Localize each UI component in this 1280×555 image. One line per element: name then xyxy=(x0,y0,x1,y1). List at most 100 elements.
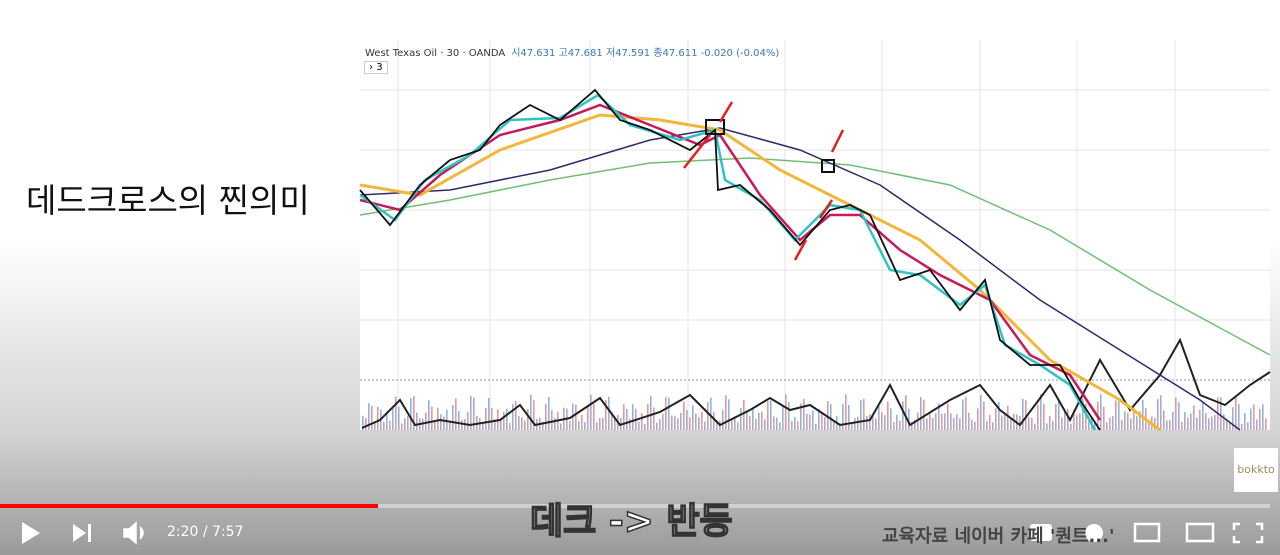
volume-bar xyxy=(602,417,604,430)
volume-bar xyxy=(674,416,676,430)
volume-bar xyxy=(1043,403,1045,430)
volume-bar xyxy=(590,394,592,430)
volume-bar xyxy=(494,419,496,430)
volume-bar xyxy=(785,394,787,430)
volume-bar xyxy=(695,413,697,430)
volume-bar xyxy=(1100,394,1102,430)
cc-button[interactable] xyxy=(1030,524,1052,541)
volume-bar xyxy=(1256,419,1258,430)
volume-bar xyxy=(1130,418,1132,430)
volume-bar xyxy=(1058,401,1060,430)
volume-bar xyxy=(587,406,589,430)
volume-bar xyxy=(362,415,364,430)
volume-bar xyxy=(1046,423,1048,430)
volume-bar xyxy=(437,407,439,430)
volume-button[interactable] xyxy=(123,521,144,545)
volume-bar xyxy=(683,401,685,430)
volume-bar xyxy=(1088,421,1090,430)
volume-bar xyxy=(974,421,976,430)
volume-bar xyxy=(710,397,712,430)
volume-bar xyxy=(1169,420,1171,430)
volume-bar xyxy=(1214,415,1216,430)
volume-bar xyxy=(398,406,400,430)
volume-bar xyxy=(413,396,415,430)
volume-bar xyxy=(881,412,883,430)
volume-bar xyxy=(905,395,907,430)
volume-bar xyxy=(809,414,811,430)
volume-bar xyxy=(515,401,517,430)
volume-bar xyxy=(992,422,994,430)
next-button[interactable] xyxy=(73,524,91,542)
volume-bar xyxy=(1064,411,1066,430)
volume-bar xyxy=(731,418,733,430)
volume-bar xyxy=(611,412,613,430)
volume-bar xyxy=(1238,404,1240,430)
volume-bar xyxy=(1031,418,1033,430)
play-button[interactable] xyxy=(22,522,40,544)
volume-bar xyxy=(929,414,931,430)
volume-bar xyxy=(605,400,607,430)
volume-bar xyxy=(1160,395,1162,430)
volume-bar xyxy=(551,410,553,430)
settings-button[interactable] xyxy=(1085,524,1103,542)
volume-bar xyxy=(371,405,373,430)
volume-bar xyxy=(890,408,892,430)
volume-bar xyxy=(626,408,628,430)
volume-bar xyxy=(434,421,436,430)
volume-bar xyxy=(614,416,616,430)
volume-bar xyxy=(866,416,868,430)
volume-bar xyxy=(854,418,856,430)
volume-bar xyxy=(932,417,934,430)
volume-bar xyxy=(725,395,727,430)
volume-bar xyxy=(491,408,493,430)
volume-bar xyxy=(950,413,952,430)
volume-bar xyxy=(1004,412,1006,430)
volume-bar xyxy=(1196,417,1198,430)
volume-bar xyxy=(893,422,895,430)
volume-bar xyxy=(653,407,655,430)
volume-bar xyxy=(869,414,871,430)
volume-bar xyxy=(953,417,955,430)
volume-bar xyxy=(707,402,709,430)
watermark: bokkto xyxy=(1234,448,1278,492)
theater-button[interactable] xyxy=(1185,522,1215,543)
volume-bar xyxy=(530,394,532,430)
volume-bar xyxy=(1022,398,1024,430)
volume-bar xyxy=(1247,422,1249,430)
volume-bar xyxy=(509,423,511,430)
miniplayer-button[interactable] xyxy=(1133,522,1161,543)
volume-bar xyxy=(887,401,889,430)
volume-bar xyxy=(692,405,694,430)
volume-bar xyxy=(1136,416,1138,430)
volume-bar xyxy=(1166,420,1168,430)
volume-bar xyxy=(593,403,595,430)
volume-bar xyxy=(575,404,577,430)
volume-bar xyxy=(1187,417,1189,430)
volume-bar xyxy=(908,408,910,430)
volume-bar xyxy=(977,408,979,430)
volume-bar xyxy=(440,414,442,430)
volume-bar xyxy=(488,398,490,430)
progress-played xyxy=(0,504,378,508)
volume-bar xyxy=(1139,411,1141,430)
volume-bar xyxy=(503,411,505,430)
volume-bar xyxy=(851,423,853,430)
volume-bar xyxy=(596,422,598,430)
fullscreen-button[interactable] xyxy=(1232,522,1264,544)
volume-bar xyxy=(1061,417,1063,430)
volume-bar xyxy=(1223,414,1225,430)
volume-bar xyxy=(512,404,514,430)
volume-bar xyxy=(407,415,409,430)
volume-bar xyxy=(749,415,751,430)
volume-bar xyxy=(446,409,448,430)
chart-bg xyxy=(360,40,1270,430)
volume-bar xyxy=(452,405,454,430)
progress-track[interactable] xyxy=(0,504,1270,508)
volume-bar xyxy=(383,421,385,430)
volume-bar xyxy=(518,416,520,430)
volume-bar xyxy=(752,407,754,430)
volume-bar xyxy=(524,420,526,430)
volume-bar xyxy=(1049,415,1051,430)
indicator-toggle[interactable]: › 3 xyxy=(364,61,388,74)
volume-bar xyxy=(623,404,625,430)
